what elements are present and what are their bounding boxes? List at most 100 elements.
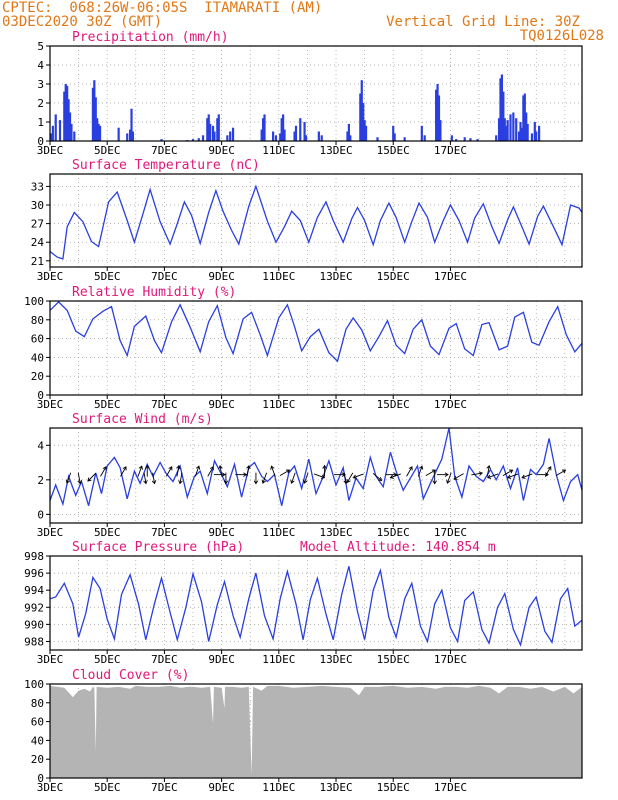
wind-arrow-head [285, 469, 291, 474]
y-tick-label: 20 [31, 370, 44, 383]
wind-arrow [436, 472, 449, 477]
precip-bar [393, 133, 396, 141]
x-tick-label: 3DEC [37, 781, 64, 794]
precip-bar [519, 122, 522, 141]
precip-bar [283, 129, 286, 141]
grid-lines [49, 555, 582, 650]
x-tick-label: 13DEC [319, 270, 352, 283]
precip-bar [363, 120, 366, 141]
x-tick-label: 15DEC [377, 144, 410, 157]
precip-bar [362, 103, 365, 141]
wind-arrow [176, 464, 181, 477]
header-grid-line-note: Vertical Grid Line: 30Z [386, 14, 580, 30]
y-tick-label: 998 [24, 550, 44, 563]
y-tick-label: 2 [37, 474, 44, 487]
wind-arrow-head [521, 474, 526, 479]
precip-bar [191, 139, 195, 141]
wind-arrow-shaft [143, 472, 147, 484]
precip-bar [346, 131, 349, 141]
wind-arrow [194, 465, 201, 477]
x-tick-label: 7DEC [151, 781, 178, 794]
precip-bar [526, 123, 529, 141]
wind-arrow-shaft [176, 465, 180, 477]
precip-bar [503, 118, 506, 141]
wind-arrow [246, 464, 251, 477]
x-tick-label: 17DEC [434, 270, 467, 283]
wind-arrow-head [561, 469, 567, 474]
precip-bar [495, 135, 498, 141]
panel-frame [49, 300, 583, 396]
wind-arrow-shaft [502, 469, 513, 477]
y-tick-label: 3 [37, 78, 44, 91]
wind-arrow [165, 466, 173, 477]
wind-arrow-shaft [303, 472, 309, 484]
x-tick-label: 9DEC [208, 398, 235, 411]
precip-bar [435, 89, 438, 141]
precip-bar [439, 120, 442, 141]
wind-arrow-head [143, 480, 148, 485]
y-tick-label: 994 [24, 584, 44, 597]
wind-arrow-shaft [194, 466, 200, 477]
wind-arrow [453, 473, 464, 480]
wind-arrow-head [168, 466, 173, 471]
wind-arrow [432, 472, 437, 485]
precip-bar [274, 135, 278, 141]
x-tick-label: 9DEC [208, 781, 235, 794]
wind-arrow-shaft [66, 472, 72, 484]
wind-arrow-shaft [446, 472, 452, 484]
precip-bar [364, 125, 368, 141]
wind-arrow-head [176, 464, 181, 470]
precip-bar [96, 118, 99, 141]
precip-bar [509, 114, 512, 141]
wind-arrow-head [270, 465, 275, 470]
panel-title: Precipitation (mm/h) [72, 30, 229, 45]
precip-bar [517, 131, 521, 141]
wind-arrow [253, 472, 259, 485]
precip-bar [455, 139, 458, 141]
wind-arrow-shaft [471, 472, 483, 476]
wind-arrow-head [303, 479, 308, 484]
wind-arrow [235, 472, 248, 477]
wind-arrow-head [378, 476, 383, 481]
y-tick-label: 33 [31, 180, 44, 193]
wind-arrow-head [246, 464, 251, 470]
wind-arrow-shaft [152, 472, 155, 484]
wind-arrow-head [446, 479, 451, 484]
x-tick-label: 3DEC [37, 526, 64, 539]
x-tick-label: 13DEC [319, 653, 352, 666]
precip-bar [506, 120, 509, 141]
precip-bar [522, 95, 525, 141]
panel-frame [49, 45, 583, 142]
precip-bar [437, 95, 441, 141]
wind-arrow-head [144, 464, 150, 469]
wind-arrow-head [138, 465, 143, 470]
wind-arrow [178, 472, 183, 485]
wind-arrow-shaft [165, 466, 173, 477]
y-tick-label: 27 [31, 218, 44, 231]
x-tick-label: 11DEC [262, 526, 295, 539]
wind-arrow-head [506, 474, 512, 479]
precip-bar [216, 118, 219, 141]
precip-bar [128, 129, 132, 141]
y-tick-label: 60 [31, 716, 44, 729]
precip-bar [537, 125, 541, 141]
y-tick-label: 996 [24, 567, 44, 580]
wind-arrow-head [408, 466, 413, 471]
precip-bar [317, 131, 320, 141]
precip-bar [525, 112, 528, 141]
header-date-line: 03DEC2020 30Z (GMT) [2, 14, 163, 30]
precip-bar [207, 114, 210, 141]
precip-bar [67, 99, 70, 141]
wind-arrow-head [320, 474, 326, 479]
wind-arrow-head [221, 472, 226, 477]
x-tick-label: 15DEC [377, 526, 410, 539]
precip-bar [160, 139, 163, 141]
y-tick-label: 0 [37, 772, 44, 785]
y-tick-label: 24 [31, 236, 45, 249]
wind-arrow [486, 464, 491, 477]
precip-bar [320, 135, 323, 141]
x-tick-label: 5DEC [94, 398, 121, 411]
panel-title: Cloud Cover (%) [72, 668, 189, 683]
precip-bar [73, 131, 76, 141]
panel-frame [49, 683, 583, 779]
